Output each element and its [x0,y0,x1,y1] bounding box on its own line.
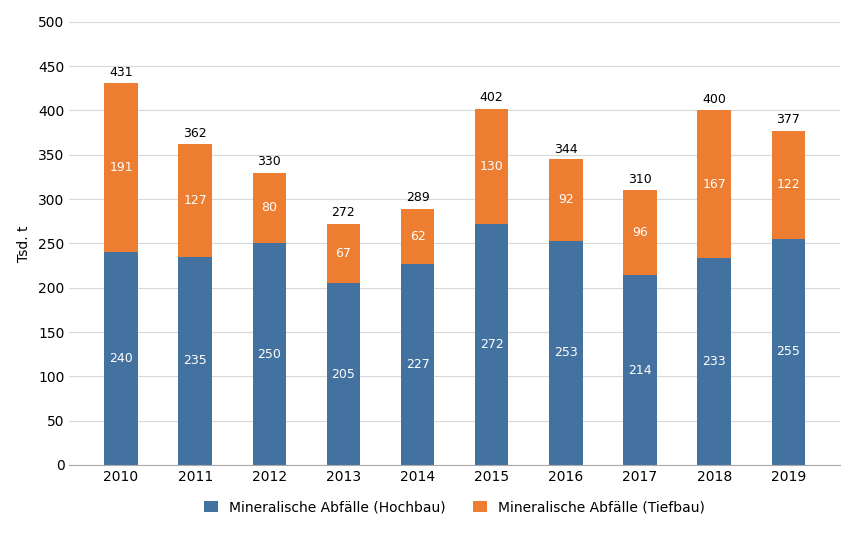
Bar [178,144,212,257]
Text: 62: 62 [410,230,425,243]
Text: 67: 67 [335,247,352,260]
Bar [772,131,805,239]
Text: 330: 330 [257,155,281,168]
Text: 233: 233 [702,355,726,368]
Bar [772,239,805,465]
Text: 127: 127 [184,194,207,207]
Text: 402: 402 [480,91,504,104]
Text: 167: 167 [702,178,726,191]
Bar [624,275,656,465]
Text: 122: 122 [777,178,800,191]
Text: 431: 431 [109,66,132,79]
Text: 362: 362 [184,127,207,139]
Text: 253: 253 [554,346,578,359]
Text: 272: 272 [332,206,355,219]
Text: 92: 92 [558,194,574,207]
Text: 235: 235 [184,354,207,368]
Text: 96: 96 [632,226,648,239]
Text: 240: 240 [109,352,132,365]
Text: 310: 310 [628,173,652,186]
Bar [326,224,360,283]
Text: 377: 377 [776,113,800,126]
Bar [475,109,508,224]
Text: 255: 255 [776,346,800,358]
Bar [326,283,360,465]
Bar [549,241,583,465]
Bar [549,159,583,241]
Text: 250: 250 [257,348,281,360]
Text: 289: 289 [405,191,430,205]
Text: 214: 214 [628,364,652,377]
Bar [475,224,508,465]
Bar [253,172,286,243]
Y-axis label: Tsd. t: Tsd. t [17,225,31,261]
Text: 344: 344 [554,143,578,156]
Bar [401,209,434,264]
Text: 227: 227 [405,358,430,371]
Bar [178,257,212,465]
Text: 191: 191 [109,161,132,174]
Text: 400: 400 [702,93,726,106]
Legend: Mineralische Abfälle (Hochbau), Mineralische Abfälle (Tiefbau): Mineralische Abfälle (Hochbau), Minerali… [198,495,711,520]
Bar [401,264,434,465]
Bar [697,110,731,259]
Text: 205: 205 [332,368,355,381]
Bar [697,259,731,465]
Text: 80: 80 [262,201,277,214]
Bar [104,252,138,465]
Bar [253,243,286,465]
Bar [104,83,138,252]
Text: 272: 272 [480,338,504,351]
Text: 130: 130 [480,160,504,173]
Bar [624,190,656,275]
